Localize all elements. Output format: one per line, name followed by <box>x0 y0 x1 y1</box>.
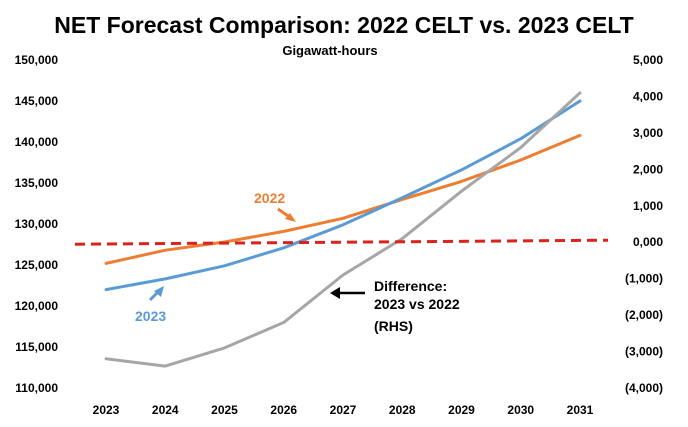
left-axis-tick-label: 115,000 <box>15 340 58 354</box>
annotation-difference-line3: (RHS) <box>374 318 413 334</box>
x-axis-ticks: 2023 2024 2025 2026 2027 2028 2029 2030 2031 <box>93 403 594 417</box>
annotation-2023-label: 2023 <box>135 308 166 324</box>
x-axis-tick-label: 2029 <box>448 403 475 417</box>
x-axis-tick-label: 2023 <box>93 403 120 417</box>
left-axis-tick-label: 130,000 <box>15 217 59 231</box>
annotation-difference-arrowhead <box>330 287 340 299</box>
right-axis-tick-label: (4,000) <box>625 381 663 395</box>
annotation-2023-arrowhead <box>154 286 164 297</box>
chart-subtitle: Gigawatt-hours <box>282 43 377 58</box>
series-line-difference <box>104 91 582 368</box>
annotation-2022-label: 2022 <box>254 190 285 206</box>
right-axis-tick-label: 4,000 <box>633 89 663 103</box>
annotation-difference-line2: 2023 vs 2022 <box>374 296 460 312</box>
right-axis-ticks: (4,000) (3,000) (2,000) (1,000) 0,000 1,000 2,… <box>625 53 663 395</box>
annotation-difference-line1: Difference: <box>374 278 447 294</box>
right-axis-tick-label: (1,000) <box>625 272 663 286</box>
left-axis-ticks: 110,000 115,000 120,000 125,000 130,000 135,0… <box>15 53 59 395</box>
right-axis-tick-label: 5,000 <box>633 53 663 67</box>
left-axis-tick-label: 150,000 <box>15 53 59 67</box>
series-line-2023 <box>104 99 582 292</box>
right-axis-tick-label: 2,000 <box>633 162 663 176</box>
annotation-2022-arrowhead <box>285 213 296 222</box>
left-axis-tick-label: 120,000 <box>15 299 59 313</box>
left-axis-tick-label: 125,000 <box>15 258 59 272</box>
right-axis-tick-label: 1,000 <box>633 199 663 213</box>
x-axis-tick-label: 2030 <box>507 403 534 417</box>
right-axis-tick-label: 3,000 <box>633 126 663 140</box>
x-axis-tick-label: 2027 <box>330 403 357 417</box>
right-axis-tick-label: (2,000) <box>625 308 663 322</box>
left-axis-tick-label: 135,000 <box>15 176 59 190</box>
x-axis-tick-label: 2026 <box>270 403 297 417</box>
x-axis-tick-label: 2028 <box>389 403 416 417</box>
x-axis-tick-label: 2024 <box>152 403 179 417</box>
left-axis-tick-label: 145,000 <box>15 94 59 108</box>
chart-title: NET Forecast Comparison: 2022 CELT vs. 2… <box>54 12 633 38</box>
left-axis-tick-label: 110,000 <box>15 381 58 395</box>
right-axis-tick-label: 0,000 <box>633 235 663 249</box>
left-axis-tick-label: 140,000 <box>15 135 59 149</box>
zero-reference-line <box>74 238 609 246</box>
x-axis-tick-label: 2025 <box>211 403 238 417</box>
series-layer <box>104 91 582 368</box>
x-axis-tick-label: 2031 <box>567 403 594 417</box>
series-line-2022 <box>104 133 582 265</box>
right-axis-tick-label: (3,000) <box>625 345 663 359</box>
